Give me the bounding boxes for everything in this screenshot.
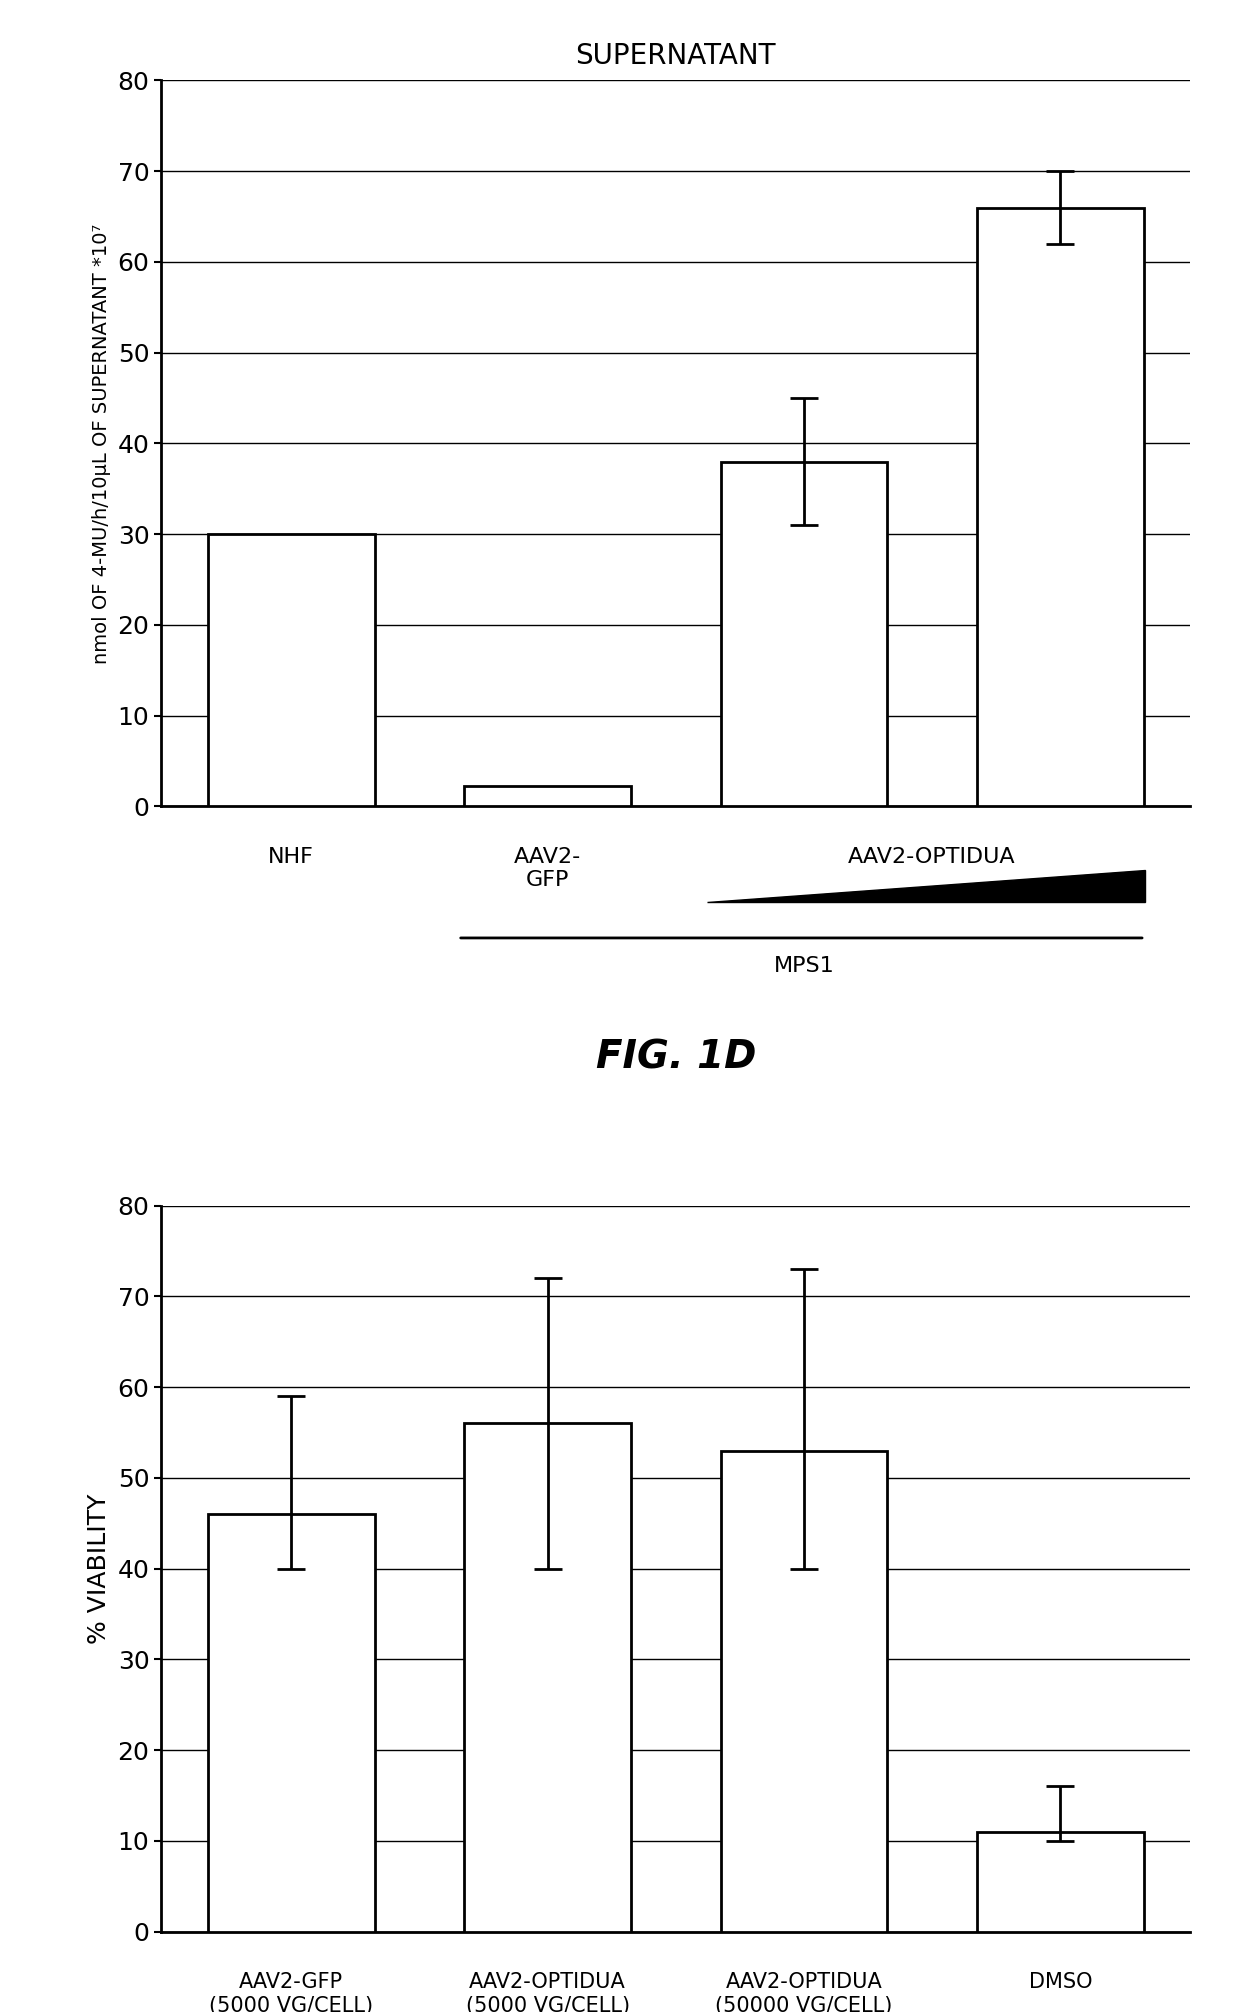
Bar <box>977 1831 1143 1932</box>
Text: AAV2-GFP
(5000 VG/CELL): AAV2-GFP (5000 VG/CELL) <box>210 1972 373 2012</box>
Polygon shape <box>707 869 1145 901</box>
Bar <box>720 461 888 807</box>
Bar <box>464 787 631 807</box>
Bar <box>464 1422 631 1932</box>
Text: NHF: NHF <box>268 847 314 867</box>
Y-axis label: nmol OF 4-MU/h/10μL OF SUPERNATANT *10⁷: nmol OF 4-MU/h/10μL OF SUPERNATANT *10⁷ <box>92 223 110 664</box>
Text: AAV2-OPTIDUA: AAV2-OPTIDUA <box>848 847 1016 867</box>
Text: DMSO: DMSO <box>1028 1972 1092 1992</box>
Text: FIG. 1D: FIG. 1D <box>595 1038 756 1076</box>
Text: MPS1: MPS1 <box>774 956 835 976</box>
Y-axis label: % VIABILITY: % VIABILITY <box>87 1493 110 1644</box>
Text: AAV2-OPTIDUA
(5000 VG/CELL): AAV2-OPTIDUA (5000 VG/CELL) <box>465 1972 630 2012</box>
Bar <box>208 1515 374 1932</box>
Bar <box>208 533 374 807</box>
Text: AAV2-
GFP: AAV2- GFP <box>515 847 582 891</box>
Bar <box>977 207 1143 807</box>
Title: SUPERNATANT: SUPERNATANT <box>575 42 776 70</box>
Text: AAV2-OPTIDUA
(50000 VG/CELL): AAV2-OPTIDUA (50000 VG/CELL) <box>715 1972 893 2012</box>
Bar <box>720 1451 888 1932</box>
